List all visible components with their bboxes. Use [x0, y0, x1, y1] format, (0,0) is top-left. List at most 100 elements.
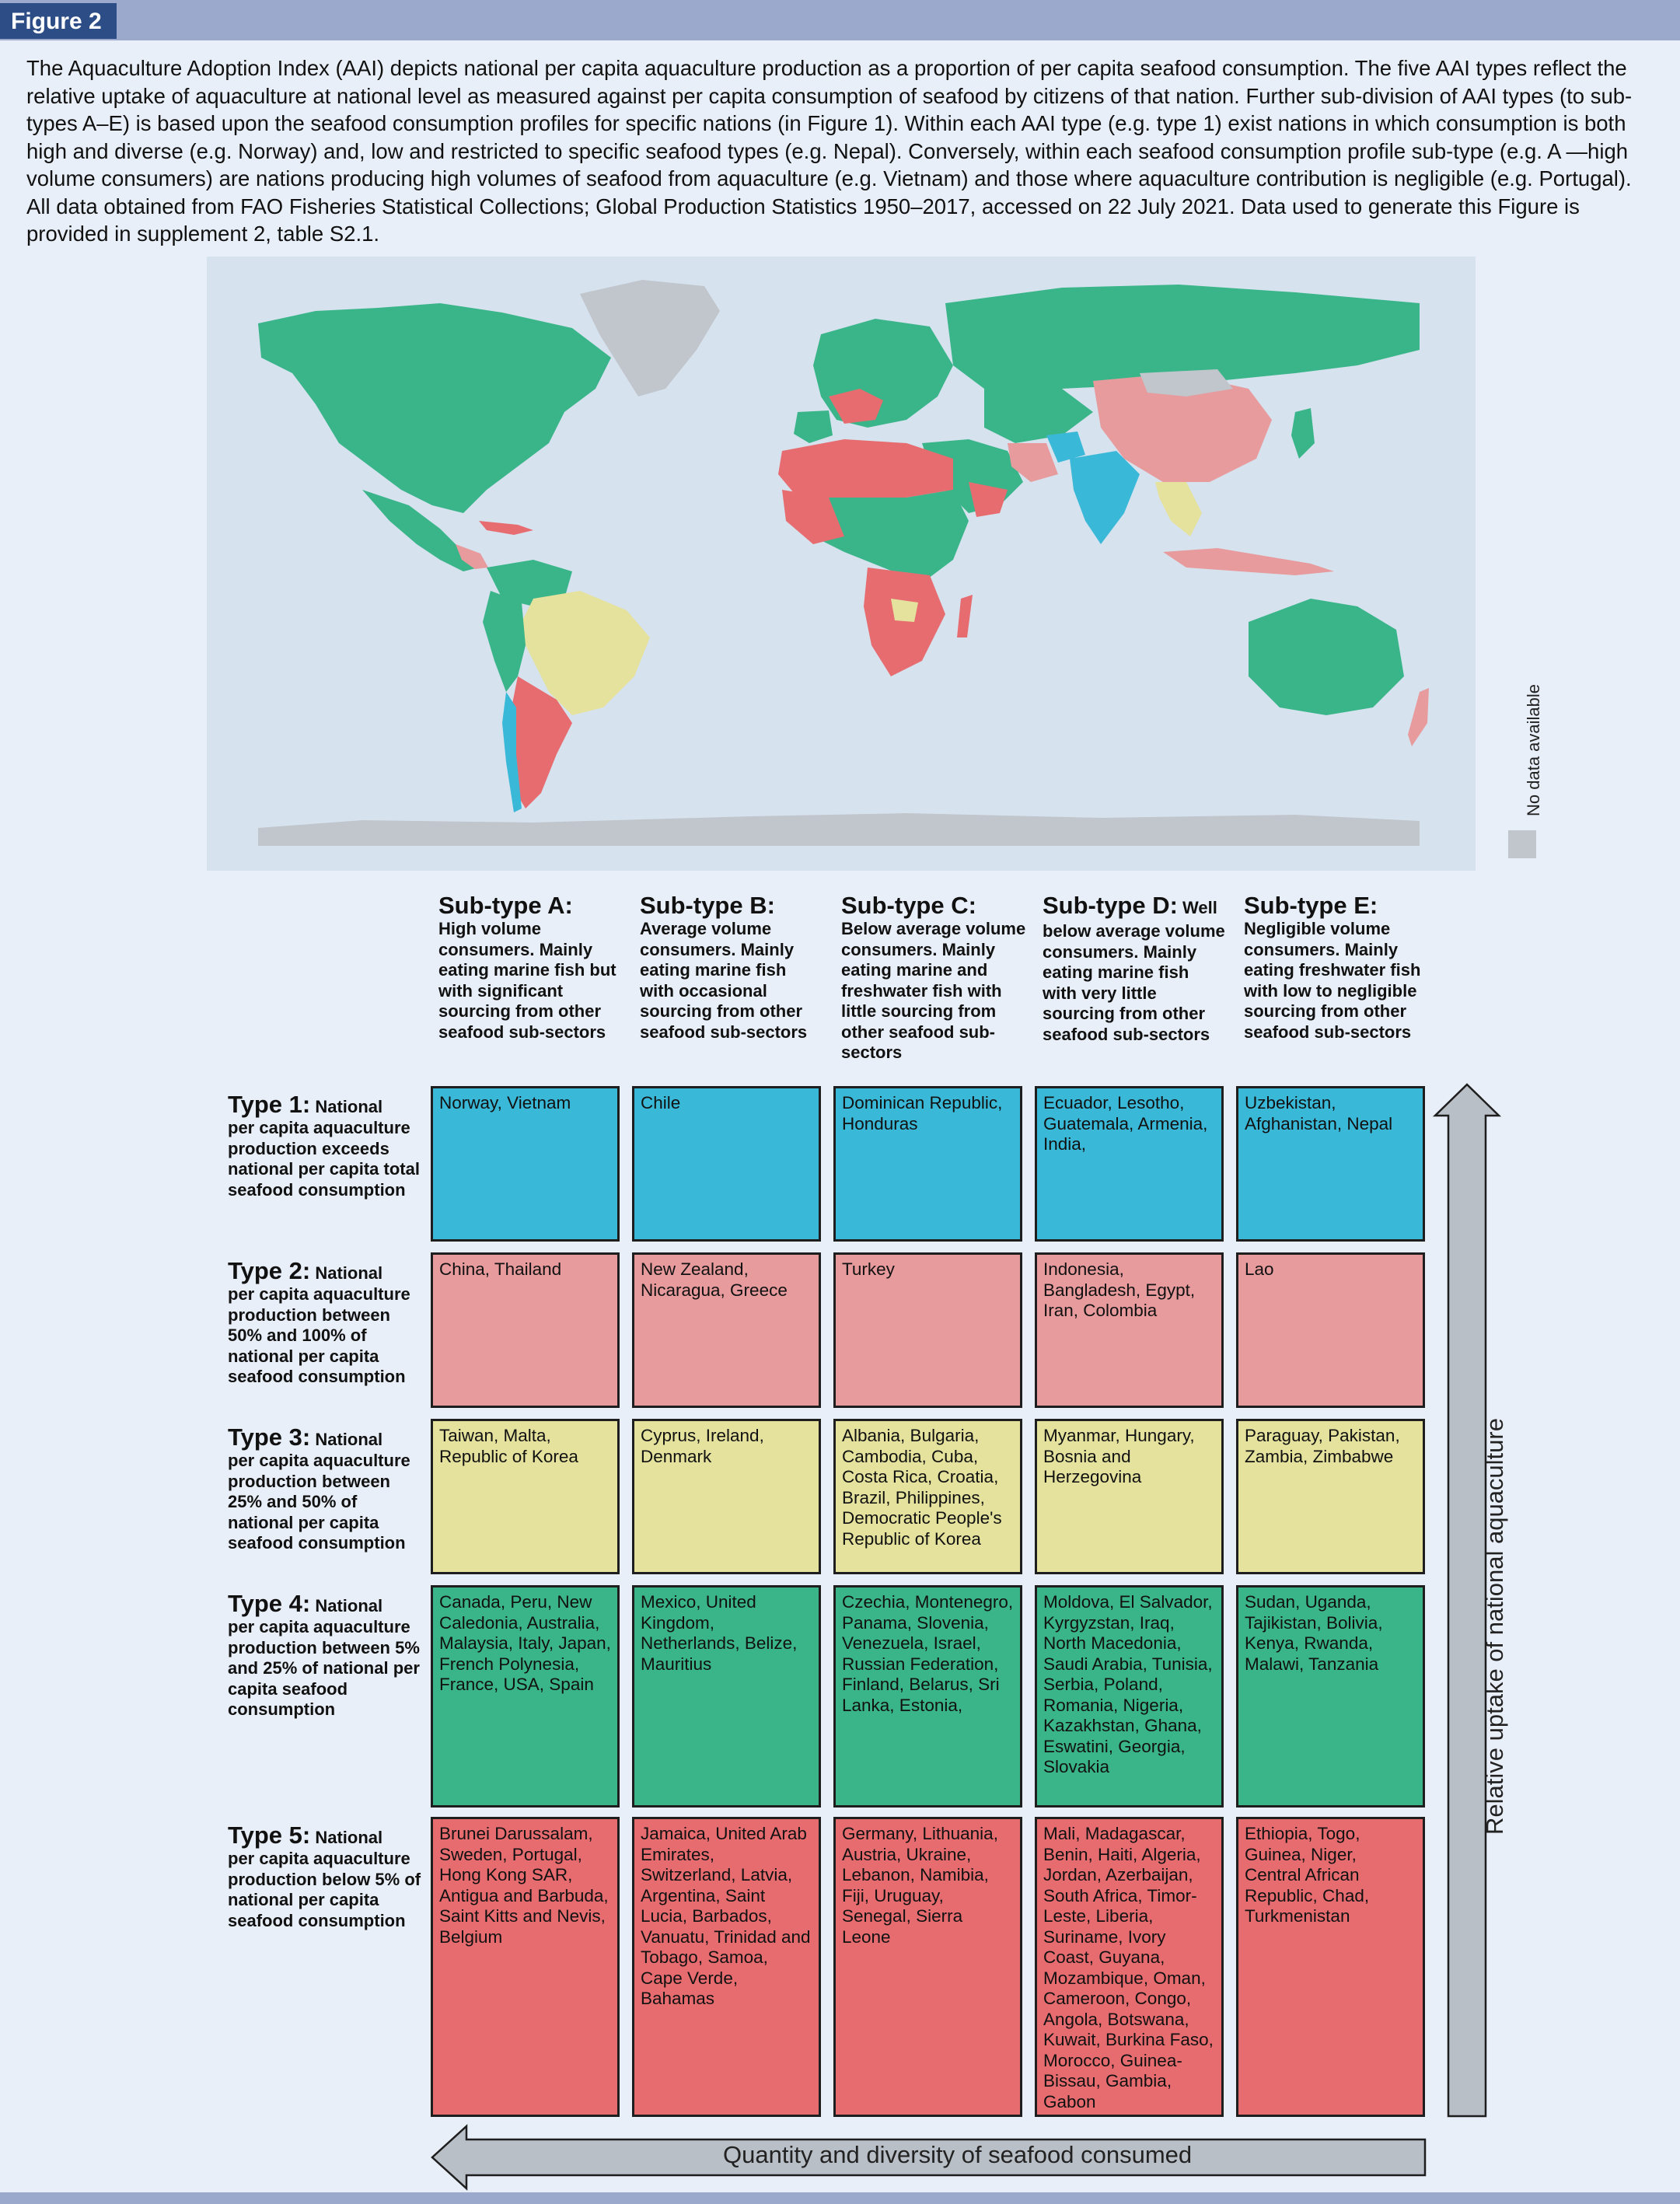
cell-type4-subtypeE: Sudan, Uganda, Tajikistan, Bolivia, Keny… [1236, 1585, 1425, 1808]
china-region [1093, 373, 1272, 482]
subtype-a-description: High volume consumers. Mainly eating mar… [438, 919, 616, 1042]
subtype-c-header: Sub-type C: Below average volume consume… [841, 892, 1026, 1064]
subtype-c-description: Below average volume consumers. Mainly e… [841, 919, 1026, 1062]
alaska-region [258, 320, 308, 358]
arabia-low-region [969, 482, 1008, 517]
brazil-region [518, 591, 650, 715]
world-map [207, 257, 1476, 871]
cell-type5-subtypeB: Jamaica, United Arab Emirates, Switzerla… [632, 1817, 821, 2117]
mongolia-region [1140, 369, 1233, 396]
cell-type5-subtypeE: Ethiopia, Togo, Guinea, Niger, Central A… [1236, 1817, 1425, 2117]
west-south-america-region [483, 591, 526, 692]
subtype-a-title: Sub-type A: [438, 892, 573, 919]
type-5-description: per capita aquaculture production below … [228, 1849, 421, 1930]
cell-type5-subtypeD: Mali, Madagascar, Benin, Haiti, Algeria,… [1035, 1817, 1224, 2117]
cell-type1-subtypeB: Chile [632, 1086, 821, 1242]
horizontal-arrow [431, 2124, 1427, 2191]
cell-type3-subtypeD: Myanmar, Hungary, Bosnia and Herzegovina [1035, 1419, 1224, 1574]
south-america-north-region [487, 560, 572, 606]
type-5-title-extra: National [310, 1828, 383, 1847]
no-data-legend-swatch [1508, 830, 1536, 858]
india-region [1070, 451, 1140, 544]
cell-type4-subtypeA: Canada, Peru, New Caledonia, Australia, … [431, 1585, 620, 1808]
cell-type1-subtypeD: Ecuador, Lesotho, Guatemala, Armenia, In… [1035, 1086, 1224, 1242]
cell-type2-subtypeC: Turkey [833, 1252, 1022, 1408]
iberia-region [794, 410, 833, 443]
cell-type1-subtypeE: Uzbekistan, Afghanistan, Nepal [1236, 1086, 1425, 1242]
subtype-b-header: Sub-type B: Average volume consumers. Ma… [640, 892, 825, 1043]
type-2-title-extra: National [310, 1263, 383, 1283]
cell-type3-subtypeC: Albania, Bulgaria, Cambodia, Cuba, Costa… [833, 1419, 1022, 1574]
type-4-description: per capita aquaculture production betwee… [228, 1617, 420, 1719]
type-3-title: Type 3: [228, 1423, 311, 1451]
y-axis-label: Relative uptake of national aquaculture [1481, 1418, 1508, 1835]
type-1-header: Type 1: National per capita aquaculture … [228, 1092, 422, 1200]
subtype-e-title: Sub-type E: [1244, 892, 1378, 919]
cell-type1-subtypeA: Norway, Vietnam [431, 1086, 620, 1242]
west-africa-low-region [782, 490, 844, 544]
subtype-b-title: Sub-type B: [640, 892, 775, 919]
subtype-d-title-extra: Well [1177, 898, 1217, 917]
cell-type3-subtypeB: Cyprus, Ireland, Denmark [632, 1419, 821, 1574]
cell-type3-subtypeA: Taiwan, Malta, Republic of Korea [431, 1419, 620, 1574]
cell-type4-subtypeD: Moldova, El Salvador, Kyrgyzstan, Iraq, … [1035, 1585, 1224, 1808]
chile-region [502, 692, 522, 812]
type-1-title: Type 1: [228, 1091, 311, 1118]
madagascar-region [957, 595, 973, 637]
type-5-header: Type 5: National per capita aquaculture … [228, 1822, 422, 1931]
cell-type2-subtypeA: China, Thailand [431, 1252, 620, 1408]
type-5-title: Type 5: [228, 1822, 311, 1849]
subtype-d-description: below average volume consumers. Mainly e… [1043, 921, 1225, 1044]
russia-region [945, 285, 1420, 389]
type-2-description: per capita aquaculture production betwee… [228, 1284, 410, 1386]
type-2-title: Type 2: [228, 1257, 311, 1284]
type-4-title-extra: National [310, 1596, 383, 1615]
figure-footer-bar [0, 2192, 1680, 2204]
cell-type5-subtypeA: Brunei Darussalam, Sweden, Portugal, Hon… [431, 1817, 620, 2117]
type-4-title: Type 4: [228, 1590, 311, 1617]
subtype-e-description: Negligible volume consumers. Mainly eati… [1244, 919, 1421, 1042]
japan-region [1291, 408, 1315, 459]
subtype-c-title: Sub-type C: [841, 892, 976, 919]
afghanistan-region [1046, 431, 1085, 463]
greenland-region [580, 280, 720, 396]
figure-caption: The Aquaculture Adoption Index (AAI) dep… [26, 56, 1633, 246]
cell-type2-subtypeD: Indonesia, Bangladesh, Egypt, Iran, Colo… [1035, 1252, 1224, 1408]
central-america-region [362, 490, 479, 571]
type-4-header: Type 4: National per capita aquaculture … [228, 1591, 422, 1720]
type-2-header: Type 2: National per capita aquaculture … [228, 1258, 422, 1388]
cell-type4-subtypeB: Mexico, United Kingdom, Netherlands, Bel… [632, 1585, 821, 1808]
indonesia-region [1163, 548, 1334, 575]
x-axis-label: Quantity and diversity of seafood consum… [723, 2141, 1193, 2168]
subtype-d-title: Sub-type D: [1043, 892, 1178, 919]
cell-type3-subtypeE: Paraguay, Pakistan, Zambia, Zimbabwe [1236, 1419, 1425, 1574]
figure-label: Figure 2 [0, 3, 117, 39]
cell-type4-subtypeC: Czechia, Montenegro, Panama, Slovenia, V… [833, 1585, 1022, 1808]
caribbean-region [479, 521, 533, 535]
southern-africa-region [864, 568, 945, 676]
world-map-svg [258, 280, 1429, 846]
iran-region [1008, 443, 1058, 482]
central-asia-region [984, 389, 1093, 443]
type-1-description: per capita aquaculture production exceed… [228, 1118, 420, 1200]
cell-type2-subtypeE: Lao [1236, 1252, 1425, 1408]
subtype-b-description: Average volume consumers. Mainly eating … [640, 919, 808, 1042]
cell-type5-subtypeC: Germany, Lithuania, Austria, Ukraine, Le… [833, 1817, 1022, 2117]
australia-region [1249, 599, 1404, 715]
cell-type1-subtypeC: Dominican Republic, Honduras [833, 1086, 1022, 1242]
southeast-asia-region [1155, 482, 1202, 536]
europe-low-region [829, 389, 883, 424]
north-africa-region [778, 439, 953, 505]
type-3-description: per capita aquaculture production betwee… [228, 1451, 410, 1553]
southern-cone-region [512, 676, 572, 809]
cell-type2-subtypeB: New Zealand, Nicaragua, Greece [632, 1252, 821, 1408]
subtype-e-header: Sub-type E: Negligible volume consumers.… [1244, 892, 1429, 1043]
north-america-region [258, 303, 611, 513]
figure-header-bar [0, 0, 1680, 40]
central-america-small-region [456, 544, 488, 569]
new-zealand-region [1408, 688, 1429, 746]
central-africa-region [798, 490, 969, 583]
vertical-arrow [1432, 1083, 1502, 2118]
subtype-a-header: Sub-type A: High volume consumers. Mainl… [438, 892, 623, 1043]
